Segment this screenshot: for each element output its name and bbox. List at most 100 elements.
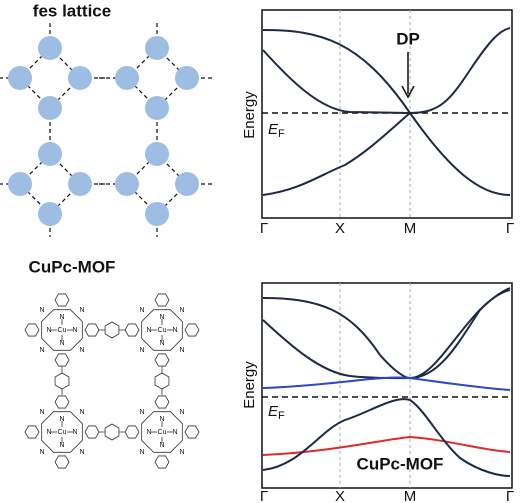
- atom-label: N: [59, 340, 64, 347]
- pyrrole: [24, 425, 40, 439]
- site: [38, 202, 62, 226]
- pyrrole: [154, 455, 170, 469]
- atom-label: N: [39, 409, 44, 416]
- atom-label: N: [172, 429, 177, 436]
- benzene: [54, 372, 70, 390]
- site: [175, 172, 199, 196]
- atom-label: N: [79, 347, 84, 354]
- fermi-label: EF: [268, 403, 285, 422]
- atom-label: N: [139, 307, 144, 314]
- site: [145, 96, 169, 120]
- pyrrole: [154, 395, 170, 409]
- atom-label: N: [139, 409, 144, 416]
- k-label: M: [404, 220, 417, 237]
- fermi-symbol: E: [268, 121, 279, 138]
- atom-label: N: [79, 449, 84, 456]
- pyrrole: [124, 323, 140, 337]
- atom-label: N: [72, 327, 77, 334]
- fermi-symbol: E: [268, 403, 279, 420]
- k-label: Γ: [506, 220, 514, 237]
- y-label: Energy: [241, 361, 258, 409]
- site: [68, 172, 92, 196]
- atom-label: N: [179, 347, 184, 354]
- k-label: Γ: [260, 220, 268, 237]
- site: [145, 202, 169, 226]
- site: [38, 96, 62, 120]
- atom-label: N: [139, 347, 144, 354]
- atom-label: N: [146, 327, 151, 334]
- atom-label: N: [79, 307, 84, 314]
- atom-label: N: [59, 314, 64, 321]
- fermi-label: EF: [268, 121, 285, 140]
- pyrrole: [24, 323, 40, 337]
- site: [145, 36, 169, 60]
- atom-label: N: [46, 327, 51, 334]
- pyrrole: [54, 455, 70, 469]
- atom-label: N: [39, 449, 44, 456]
- site: [68, 66, 92, 90]
- site: [175, 66, 199, 90]
- site: [115, 66, 139, 90]
- k-label: M: [404, 488, 417, 503]
- pyrrole: [84, 323, 100, 337]
- fermi-subscript: F: [278, 128, 285, 140]
- atom-label: N: [72, 429, 77, 436]
- atom-label: Cu: [58, 429, 67, 436]
- k-label: Γ: [260, 488, 268, 503]
- k-label: Γ: [506, 488, 514, 503]
- band-plot: CuPc-MOF Energy EF Γ X M Γ: [241, 282, 514, 503]
- atom-label: N: [46, 429, 51, 436]
- macrocycle: [41, 309, 83, 351]
- pyrrole: [84, 425, 100, 439]
- pyrrole: [154, 293, 170, 307]
- atom-label: Cu: [158, 327, 167, 334]
- site: [38, 36, 62, 60]
- atom-label: N: [39, 347, 44, 354]
- atom-label: N: [146, 429, 151, 436]
- annotation: DP: [396, 29, 420, 48]
- y-label: Energy: [241, 91, 258, 139]
- pyrrole: [124, 425, 140, 439]
- atom-label: N: [59, 416, 64, 423]
- pyrrole: [54, 293, 70, 307]
- k-label: X: [335, 220, 345, 237]
- cupc-mof-structure: N N N N N N N N Cu N N N N N N N N Cu N N N N N N N N Cu N N N N N N N N Cu: [24, 293, 200, 469]
- annotation: CuPc-MOF: [357, 454, 444, 473]
- pyrrole: [184, 323, 200, 337]
- macrocycle: [141, 411, 183, 453]
- site: [115, 172, 139, 196]
- pyrrole: [54, 395, 70, 409]
- atom-label: N: [179, 449, 184, 456]
- atom-label: Cu: [158, 429, 167, 436]
- atom-label: N: [79, 409, 84, 416]
- macrocycle: [141, 309, 183, 351]
- fes-lattice: [0, 23, 212, 237]
- band-plot: DP Energy EF Γ X M Γ: [241, 9, 514, 237]
- pyrrole: [154, 353, 170, 367]
- atom-label: N: [139, 449, 144, 456]
- atom-label: N: [159, 416, 164, 423]
- benzene: [154, 372, 170, 390]
- atom-label: N: [179, 409, 184, 416]
- atom-label: Cu: [58, 327, 67, 334]
- fermi-subscript: F: [278, 410, 285, 422]
- atom-label: N: [159, 442, 164, 449]
- pyrrole: [54, 353, 70, 367]
- atom-label: N: [172, 327, 177, 334]
- site: [8, 66, 32, 90]
- benzene: [104, 423, 120, 441]
- site: [145, 142, 169, 166]
- panel-title: fes lattice: [33, 1, 111, 20]
- atom-label: N: [159, 314, 164, 321]
- site: [8, 172, 32, 196]
- site: [38, 142, 62, 166]
- atom-label: N: [159, 340, 164, 347]
- macrocycle: [41, 411, 83, 453]
- benzene: [104, 321, 120, 339]
- panel-title: CuPc-MOF: [29, 257, 116, 276]
- k-label: X: [335, 488, 345, 503]
- atom-label: N: [59, 442, 64, 449]
- atom-label: N: [179, 307, 184, 314]
- pyrrole: [184, 425, 200, 439]
